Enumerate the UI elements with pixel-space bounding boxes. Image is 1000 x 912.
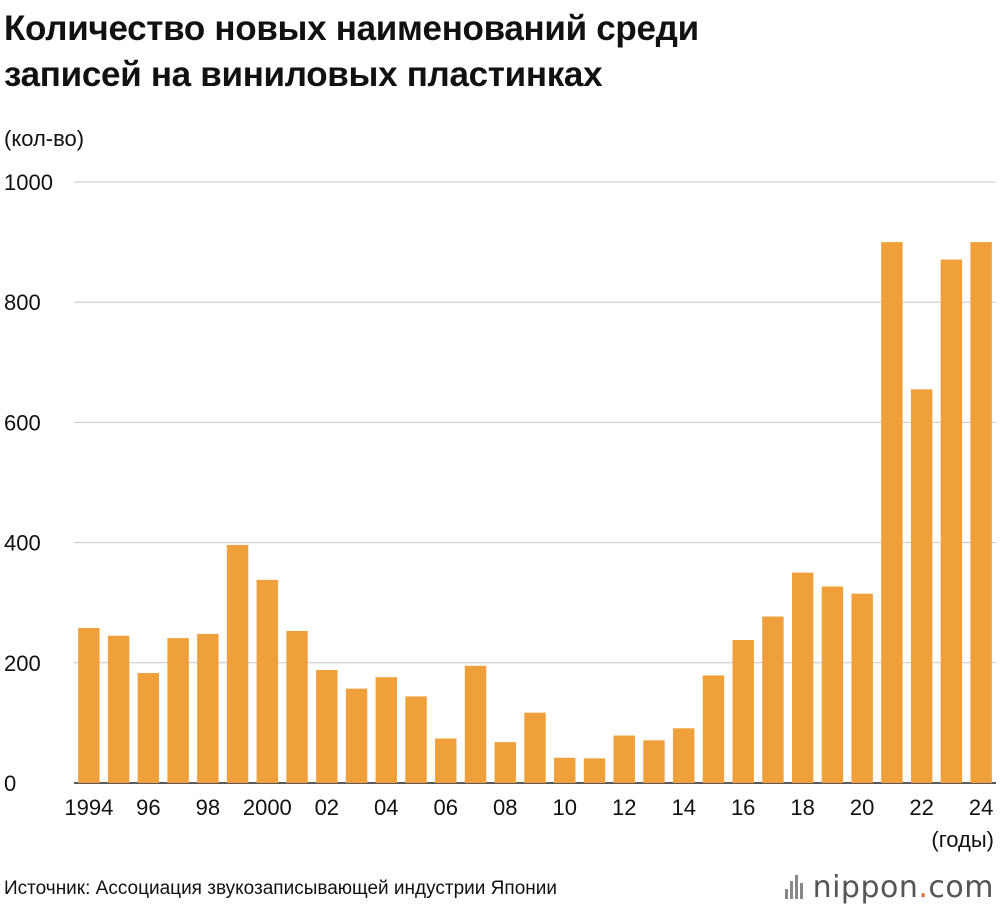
bar-2023 [940, 259, 963, 783]
bar-1998 [197, 633, 219, 783]
x-axis-unit-label: (годы) [931, 827, 994, 852]
bar-2020 [851, 593, 873, 783]
bar-2021 [881, 242, 903, 784]
x-tick-label: 1994 [64, 795, 113, 820]
bar-2002 [316, 670, 338, 783]
bar-2024 [970, 242, 992, 784]
nippon-logo: nippon.com [784, 870, 994, 905]
x-tick-label: 16 [731, 795, 755, 820]
bar-2007 [464, 665, 487, 783]
chart-title: Количество новых наименований среди запи… [4, 6, 994, 98]
x-tick-label: 02 [315, 795, 339, 820]
bar-2005 [405, 696, 427, 783]
x-tick-label: 98 [196, 795, 220, 820]
bar-2009 [524, 712, 546, 783]
x-tick-label: 22 [909, 795, 933, 820]
x-tick-label: 24 [969, 795, 993, 820]
x-tick-label: 04 [374, 795, 398, 820]
bar-2003 [345, 688, 368, 783]
bar-2001 [286, 630, 308, 783]
x-tick-label: 20 [850, 795, 874, 820]
y-tick-label: 0 [4, 771, 16, 796]
y-tick-label: 1000 [4, 170, 53, 195]
bar-2015 [702, 675, 725, 783]
x-tick-label: 12 [612, 795, 636, 820]
bar-2022 [910, 389, 933, 783]
x-tick-label: 14 [671, 795, 695, 820]
bar-1997 [167, 638, 189, 783]
x-tick-label: 06 [434, 795, 458, 820]
bar-2011 [583, 758, 606, 783]
chart-title-line-2: записей на виниловых пластинках [4, 55, 603, 94]
x-tick-label: 18 [790, 795, 814, 820]
bar-2004 [375, 677, 397, 783]
bar-2006 [435, 738, 457, 783]
bar-2017 [762, 616, 784, 783]
y-axis-unit-label: (кол-во) [4, 126, 85, 151]
bar-2010 [554, 757, 576, 783]
bar-1995 [107, 635, 130, 783]
bar-2018 [791, 572, 814, 783]
bar-1994 [78, 627, 100, 783]
bar-1999 [226, 545, 249, 783]
bar-2014 [673, 728, 695, 783]
bar-1996 [137, 673, 160, 783]
bar-2016 [732, 639, 754, 783]
logo-text: nippon.com [812, 870, 994, 905]
bar-2008 [494, 742, 516, 783]
bar-2019 [821, 586, 844, 783]
x-tick-label: 08 [493, 795, 517, 820]
logo-mark-icon [784, 874, 807, 901]
x-tick-label: 2000 [243, 795, 292, 820]
source-note: Источник: Ассоциация звукозаписывающей и… [4, 878, 557, 899]
bar-2000 [256, 579, 279, 783]
y-tick-label: 200 [4, 651, 41, 676]
chart-title-line-1: Количество новых наименований среди [4, 9, 699, 48]
x-tick-label: 10 [552, 795, 576, 820]
y-tick-label: 800 [4, 290, 41, 315]
y-tick-label: 600 [4, 410, 41, 435]
y-tick-label: 400 [4, 531, 41, 556]
x-tick-label: 96 [136, 795, 160, 820]
bar-2012 [613, 735, 635, 783]
bar-2013 [643, 740, 665, 783]
